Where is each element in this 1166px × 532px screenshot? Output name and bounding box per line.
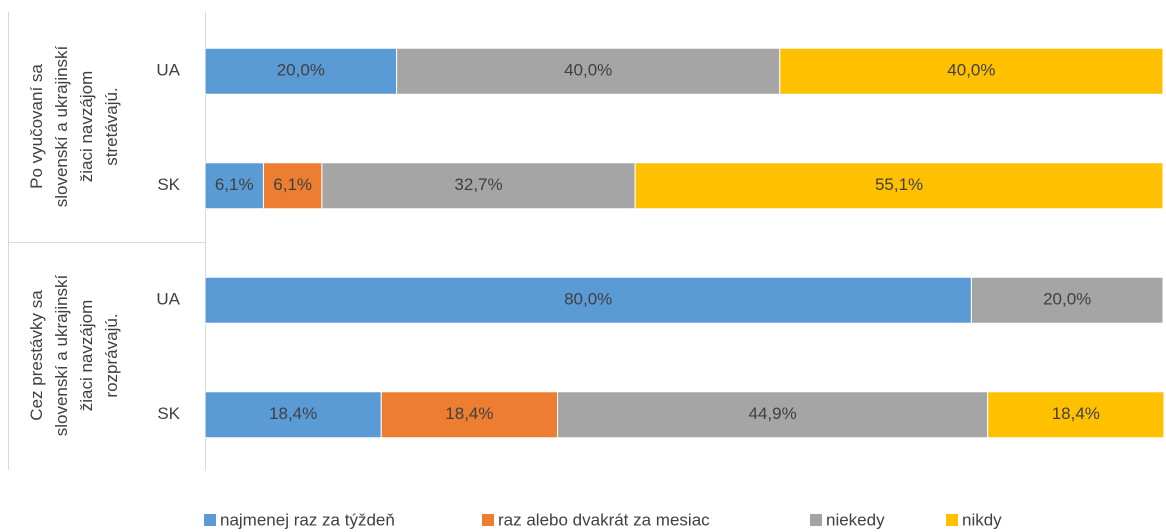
bar-segment <box>779 47 1164 95</box>
bar-segment <box>396 47 781 95</box>
data-label: 18,4% <box>269 404 317 423</box>
y-tick-label: UA <box>156 61 180 80</box>
legend-label: nikdy <box>962 510 1002 529</box>
group-label: slovenskí a ukrajinskí <box>52 45 71 207</box>
data-label: 80,0% <box>564 290 612 309</box>
legend-label: najmenej raz za týždeň <box>220 510 395 529</box>
data-label: 20,0% <box>1043 290 1091 309</box>
data-label: 44,9% <box>749 404 797 423</box>
group-label: slovenskí a ukrajinskí <box>52 274 71 436</box>
bar-segment <box>634 162 1164 210</box>
data-label: 20,0% <box>277 61 325 80</box>
bar-segment <box>204 162 264 210</box>
bar-segment <box>557 391 989 439</box>
group-label: Cez prestávky sa <box>27 290 46 421</box>
bar-segment <box>204 276 972 324</box>
y-tick-label: SK <box>157 175 180 194</box>
group-label: žiaci navzájom <box>77 300 96 412</box>
y-tick-label: SK <box>157 404 180 423</box>
y-tick-label: UA <box>156 290 180 309</box>
bar-segment <box>321 162 636 210</box>
group-label: žiaci navzájom <box>77 71 96 183</box>
data-label: 40,0% <box>947 61 995 80</box>
bar-segment <box>262 162 323 210</box>
legend-swatch <box>946 514 958 526</box>
legend-swatch <box>810 514 822 526</box>
bar-segment <box>204 47 398 95</box>
data-label: 6,1% <box>215 175 254 194</box>
group-label: Po vyučovaní sa <box>27 64 46 189</box>
legend-label: raz alebo dvakrát za mesiac <box>498 510 710 529</box>
data-label: 55,1% <box>875 175 923 194</box>
data-label: 32,7% <box>454 175 502 194</box>
data-label: 40,0% <box>564 61 612 80</box>
data-label: 18,4% <box>445 404 493 423</box>
bar-segment <box>970 276 1164 324</box>
data-label: 6,1% <box>273 175 312 194</box>
legend-swatch <box>204 514 216 526</box>
group-label: stretávajú. <box>102 87 121 165</box>
group-label: rozprávajú. <box>102 313 121 397</box>
data-label: 18,4% <box>1052 404 1100 423</box>
bar-segment <box>987 391 1165 439</box>
legend-label: niekedy <box>826 510 885 529</box>
legend-swatch <box>482 514 494 526</box>
bar-segment <box>204 391 382 439</box>
bar-segment <box>380 391 559 439</box>
